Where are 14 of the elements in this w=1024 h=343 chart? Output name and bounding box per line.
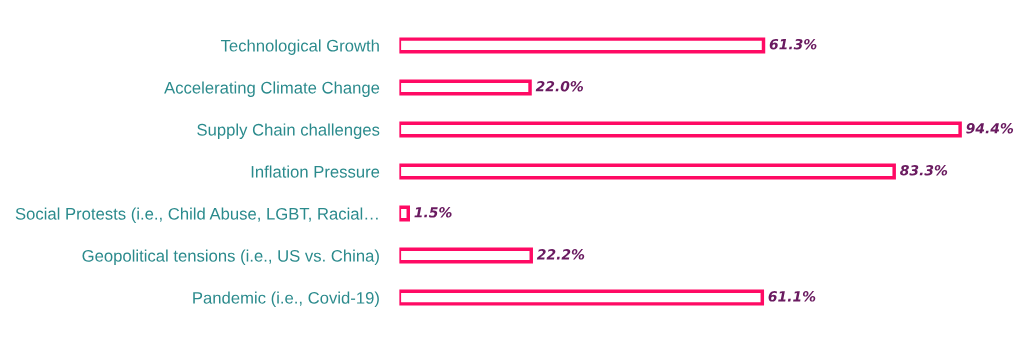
y-tick-label: Geopolitical tensions (i.e., US vs. China) xyxy=(82,249,379,266)
y-tick-label: Social Protests (i.e., Child Abuse, LGBT, Racial… xyxy=(15,207,378,224)
data-label: 1.5% xyxy=(414,207,452,218)
data-label: 61.1% xyxy=(768,291,816,302)
y-tick-label: Accelerating Climate Change xyxy=(164,81,380,97)
data-label: 22.2% xyxy=(536,249,585,260)
data-label: 94.4% xyxy=(966,123,1014,134)
y-tick-label: Inflation Pressure xyxy=(251,165,380,178)
data-label: 22.0% xyxy=(535,80,584,92)
data-label: 61.3% xyxy=(769,38,817,50)
y-tick-label: Technological Growth xyxy=(220,39,379,55)
data-label: 83.3% xyxy=(900,165,948,176)
y-tick-label: Supply Chain challenges xyxy=(197,123,380,139)
y-tick-label: Pandemic (i.e., Covid-19) xyxy=(193,291,379,308)
